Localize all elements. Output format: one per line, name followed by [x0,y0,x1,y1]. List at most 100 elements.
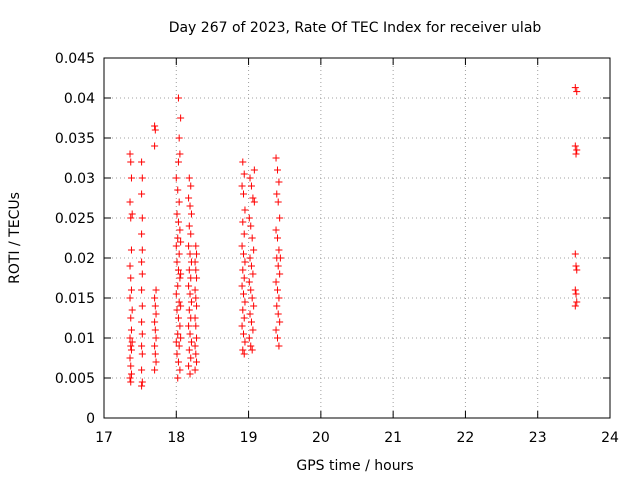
data-point [174,374,182,382]
data-point [174,218,182,226]
data-point [240,250,248,258]
data-point [138,350,146,358]
data-point [151,342,159,350]
data-point [138,378,146,386]
data-point [127,214,135,222]
data-point [274,262,282,270]
x-tick-labels: 17 18 19 20 21 22 23 24 [95,430,619,446]
x-tick-label: 20 [312,430,330,446]
data-point [238,242,246,250]
data-point [191,314,199,322]
data-point [193,250,201,258]
data-point [246,254,254,262]
data-point [246,310,254,318]
data-point [571,250,579,258]
data-point [151,326,159,334]
data-point [174,158,182,166]
data-point [273,302,281,310]
data-point [152,310,160,318]
data-point [573,146,581,154]
data-point [175,298,183,306]
data-point [275,294,283,302]
data-point [176,274,184,282]
data-point [187,182,195,190]
data-point [573,88,581,96]
data-point [138,330,146,338]
data-point [238,322,246,330]
data-point [185,282,193,290]
data-point [248,294,256,302]
x-tick-label: 23 [529,430,547,446]
data-point [250,198,258,206]
data-point [127,378,135,386]
data-point [174,330,182,338]
data-point [245,214,253,222]
data-point [185,362,193,370]
data-point [173,210,181,218]
data-point [128,306,136,314]
data-point [573,298,581,306]
x-tick-label: 19 [240,430,258,446]
data-point [276,214,284,222]
data-point [187,230,195,238]
data-point [187,298,195,306]
data-point [126,294,134,302]
data-point [176,226,184,234]
data-point [127,286,135,294]
data-point [249,270,257,278]
data-point [175,250,183,258]
data-point [240,290,248,298]
data-point [245,278,253,286]
data-point [127,370,135,378]
data-point [127,246,135,254]
data-point [126,262,134,270]
data-point [274,310,282,318]
data-point [151,366,159,374]
data-point [185,346,193,354]
y-tick-label: 0.04 [64,91,95,107]
data-point [239,266,247,274]
data-point [247,318,255,326]
data-point [127,174,135,182]
data-point [138,342,146,350]
data-point [247,222,255,230]
data-point [276,254,284,262]
data-point [174,314,182,322]
data-point [151,294,159,302]
data-point [571,286,579,294]
data-point [175,342,183,350]
data-point [174,266,182,274]
data-point [240,190,248,198]
data-point [247,342,255,350]
data-point [127,342,135,350]
data-point [127,346,135,354]
data-point [273,286,281,294]
data-point [126,198,134,206]
data-point [191,366,199,374]
y-tick-label: 0.015 [55,291,95,307]
data-point [572,150,580,158]
data-point [250,302,258,310]
data-point [138,382,146,390]
data-point [185,242,193,250]
data-point [138,318,146,326]
data-point [186,250,194,258]
data-point [186,370,194,378]
data-point [177,334,185,342]
x-tick-label: 17 [95,430,113,446]
plot-frame [103,57,611,419]
data-point [187,210,195,218]
data-point [138,158,146,166]
data-point [274,198,282,206]
x-tick-label: 18 [167,430,185,446]
y-tick-label: 0.02 [64,251,95,267]
data-point [241,338,249,346]
data-point [193,334,201,342]
chart-title: Day 267 of 2023, Rate Of TEC Index for r… [169,20,542,36]
data-point [273,234,281,242]
data-point [275,178,283,186]
data-point [247,286,255,294]
data-point [127,158,135,166]
data-point [138,246,146,254]
